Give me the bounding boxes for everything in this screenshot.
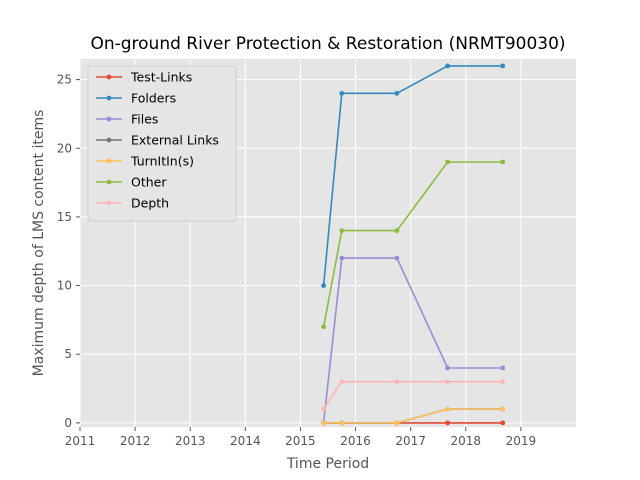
legend-item: Depth — [96, 196, 169, 211]
series-files — [321, 255, 506, 426]
legend-swatch-marker — [106, 74, 112, 80]
x-tick-label: 2015 — [285, 434, 316, 448]
legend-swatch-marker — [106, 179, 112, 185]
data-point — [500, 63, 506, 69]
data-point — [445, 379, 450, 385]
x-tick-label: 2013 — [175, 434, 206, 448]
x-tick-label: 2018 — [451, 434, 482, 448]
y-axis-label: Maximum depth of LMS content items — [31, 110, 47, 377]
data-point — [321, 324, 326, 330]
data-point — [339, 90, 345, 96]
data-point — [321, 406, 326, 412]
legend-label: Depth — [131, 196, 169, 211]
x-axis-label: Time Period — [286, 456, 369, 472]
legend-label: Other — [131, 175, 167, 190]
data-point — [445, 159, 450, 165]
legend-box — [87, 65, 237, 222]
legend-swatch-marker — [106, 137, 112, 143]
data-point — [339, 420, 345, 426]
data-point — [445, 63, 450, 69]
x-tick-label: 2011 — [65, 434, 96, 448]
x-tick-label: 2016 — [340, 434, 371, 448]
y-tick-label: 0 — [64, 416, 72, 430]
series-turnitin-s — [321, 406, 506, 426]
y-tick-label: 25 — [57, 73, 72, 87]
legend-item: TurnItIn(s) — [96, 154, 194, 169]
data-point — [394, 90, 400, 96]
data-point — [394, 379, 400, 385]
y-tick-label: 20 — [57, 141, 72, 155]
legend-label: Folders — [131, 91, 176, 106]
y-axis-ticks: 0 5 10 15 20 25 — [57, 73, 80, 430]
legend-swatch-marker — [106, 200, 112, 206]
x-tick-label: 2012 — [120, 434, 151, 448]
data-point — [339, 255, 345, 261]
data-point — [339, 379, 345, 385]
x-tick-label: 2019 — [506, 434, 537, 448]
legend-swatch-marker — [106, 158, 112, 164]
y-tick-label: 5 — [64, 347, 72, 361]
data-point — [394, 255, 400, 261]
legend-label: External Links — [131, 133, 219, 148]
legend-item: Other — [96, 175, 167, 190]
x-tick-label: 2014 — [230, 434, 261, 448]
data-point — [500, 379, 506, 385]
y-tick-label: 10 — [57, 279, 72, 293]
series-depth — [321, 379, 506, 412]
data-point — [500, 159, 506, 165]
legend-item: Test-Links — [96, 70, 192, 85]
y-tick-label: 15 — [57, 210, 72, 224]
data-point — [445, 406, 450, 412]
legend-swatch-marker — [106, 116, 112, 122]
series-folders — [321, 63, 506, 288]
legend-swatch-marker — [106, 95, 112, 101]
legend-label: Test-Links — [130, 70, 192, 85]
legend-item: Folders — [96, 91, 176, 106]
legend-label: TurnItIn(s) — [130, 154, 194, 169]
data-point — [500, 420, 506, 426]
data-point — [321, 283, 326, 288]
legend-label: Files — [131, 112, 158, 127]
chart-title: On-ground River Protection & Restoration… — [90, 34, 565, 54]
data-point — [500, 365, 506, 371]
data-point — [394, 228, 400, 234]
series-lines — [321, 63, 506, 426]
legend-item: External Links — [96, 133, 219, 148]
data-point — [500, 406, 506, 412]
data-point — [321, 420, 326, 426]
x-tick-label: 2017 — [395, 434, 426, 448]
data-point — [339, 228, 345, 234]
data-point — [445, 365, 450, 371]
data-point — [445, 420, 450, 426]
legend-item: Files — [96, 112, 158, 127]
x-axis-ticks: 2011 2012 2013 2014 2015 2016 2017 2018 2019 — [65, 427, 536, 448]
legend: Test-Links Folders Files External Links Turn… — [87, 65, 237, 222]
data-point — [394, 420, 400, 426]
series-other — [321, 159, 506, 330]
